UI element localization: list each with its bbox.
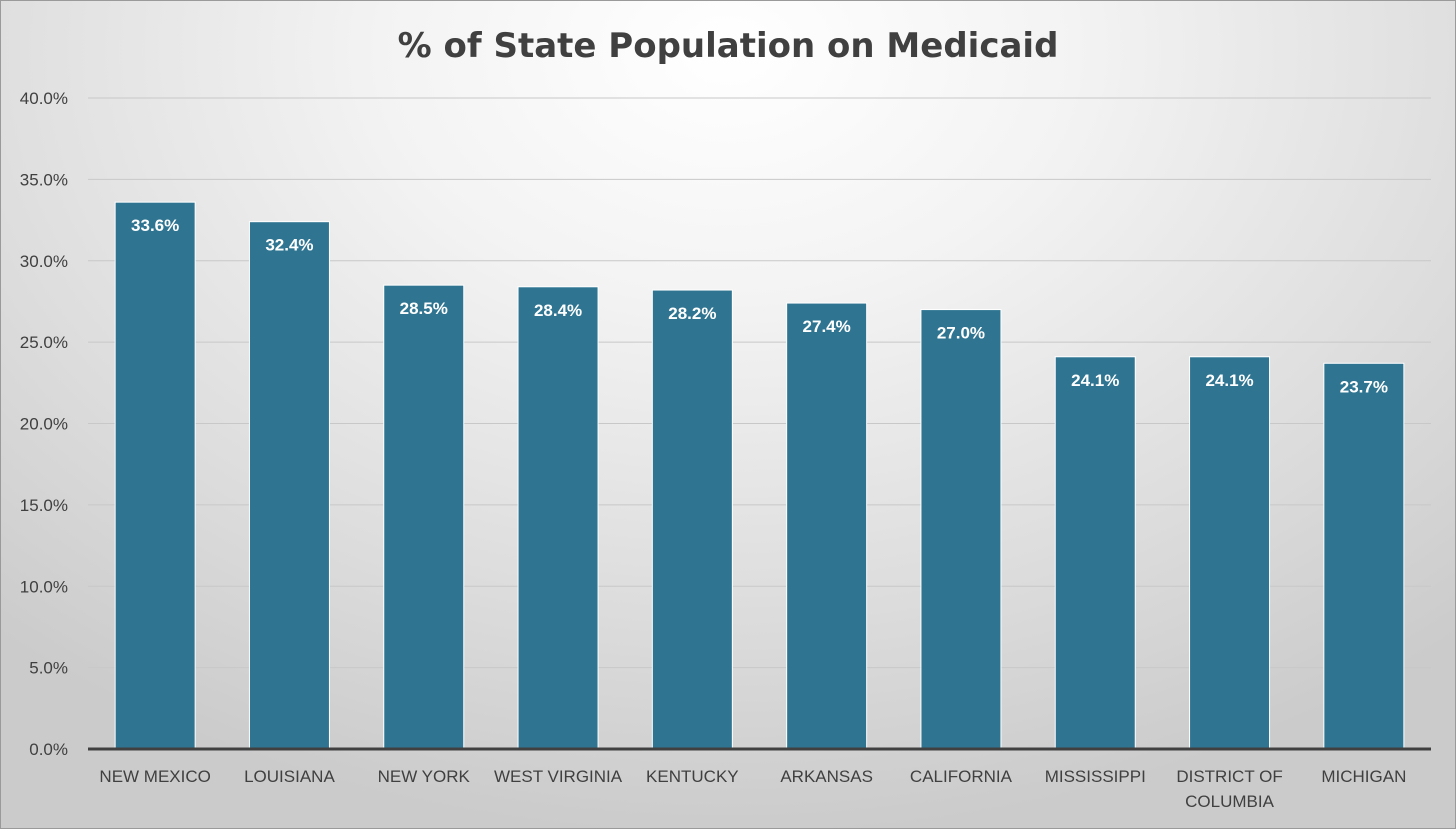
data-label: 27.4%: [803, 317, 851, 336]
x-tick-label: KENTUCKY: [646, 767, 739, 786]
y-tick-label: 35.0%: [20, 170, 68, 189]
bar: [1054, 356, 1136, 750]
bar: [1189, 356, 1271, 750]
data-label: 28.4%: [534, 301, 582, 320]
data-label: 28.2%: [668, 304, 716, 323]
y-tick-label: 15.0%: [20, 496, 68, 515]
bar: [786, 302, 868, 750]
x-tick-label: NEW MEXICO: [99, 767, 210, 786]
data-label: 33.6%: [131, 216, 179, 235]
y-tick-label: 10.0%: [20, 577, 68, 596]
y-tick-label: 30.0%: [20, 252, 68, 271]
x-axis-ticks: NEW MEXICO LOUISIANA NEW YORK WEST VIRGINIA…: [99, 767, 1406, 811]
x-tick-label: MICHIGAN: [1321, 767, 1406, 786]
y-tick-label: 0.0%: [29, 740, 68, 759]
bar: [383, 284, 465, 750]
chart-title: % of State Population on Medicaid: [398, 26, 1059, 66]
data-label: 24.1%: [1205, 371, 1253, 390]
bar: [248, 221, 330, 750]
y-tick-label: 40.0%: [20, 89, 68, 108]
x-tick-label: MISSISSIPPI: [1045, 767, 1146, 786]
bars: [114, 201, 1405, 750]
bar: [517, 286, 599, 750]
x-tick-label: LOUISIANA: [244, 767, 335, 786]
x-tick-label: WEST VIRGINIA: [494, 767, 623, 786]
x-tick-label: ARKANSAS: [780, 767, 873, 786]
data-label: 24.1%: [1071, 371, 1119, 390]
y-axis-ticks: 0.0% 5.0% 10.0% 15.0% 20.0% 25.0% 30.0% 35.0% 40…: [20, 89, 68, 759]
data-labels: 33.6% 32.4% 28.5% 28.4% 28.2% 27.4% 27.0% 24.1%…: [131, 216, 1388, 396]
x-tick-label: NEW YORK: [378, 767, 471, 786]
y-tick-label: 25.0%: [20, 333, 68, 352]
data-label: 32.4%: [265, 236, 313, 255]
y-tick-label: 5.0%: [29, 659, 68, 678]
bar: [920, 309, 1002, 750]
x-tick-label: CALIFORNIA: [910, 767, 1013, 786]
data-label: 23.7%: [1340, 377, 1388, 396]
bar: [1323, 362, 1405, 750]
bar: [114, 201, 196, 750]
x-tick-label: DISTRICT OF COLUMBIA: [1176, 767, 1282, 811]
y-tick-label: 20.0%: [20, 415, 68, 434]
data-label: 27.0%: [937, 324, 985, 343]
data-label: 28.5%: [400, 299, 448, 318]
bar: [651, 289, 733, 750]
